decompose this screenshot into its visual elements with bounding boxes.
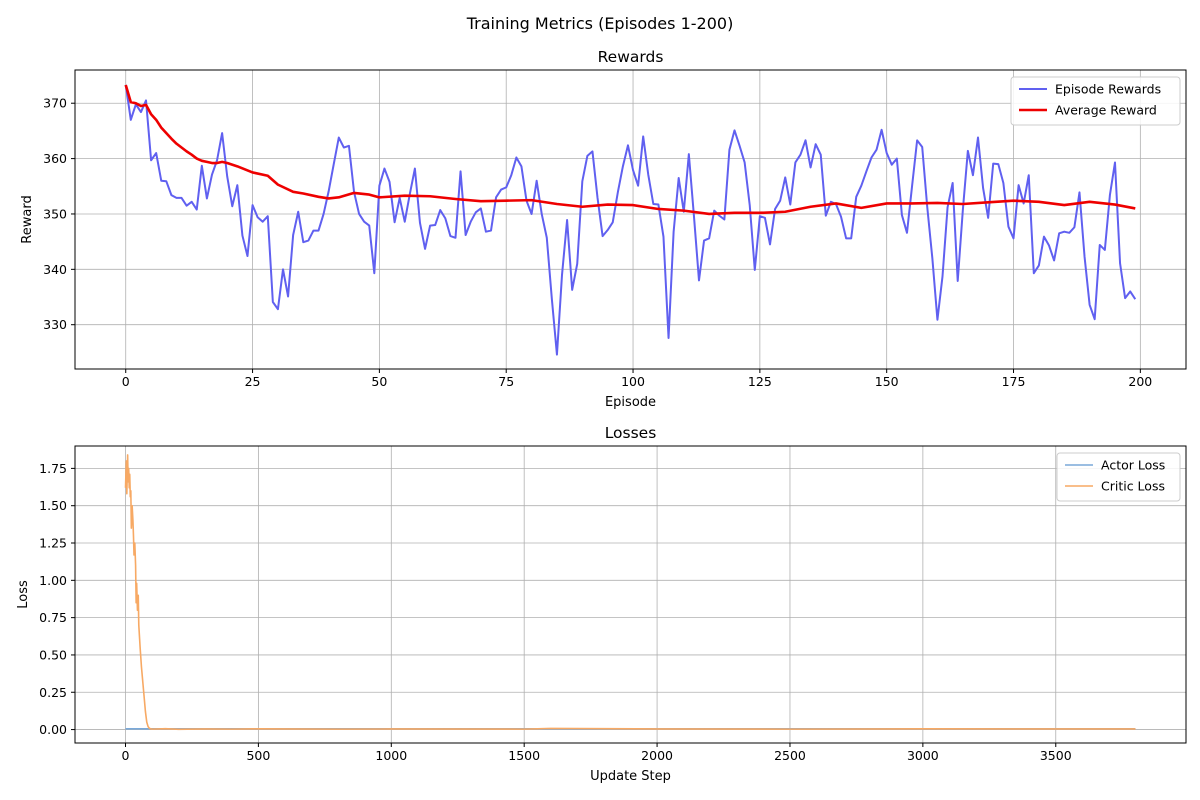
x-tick-label: 3000 (907, 748, 939, 763)
y-tick-label: 370 (43, 96, 67, 111)
legend-label: Critic Loss (1101, 479, 1165, 494)
x-axis-label: Episode (605, 395, 656, 410)
axes-frame (74, 69, 1187, 370)
losses-chart: 0 500 1000 1500 2000 2500 3000 3500 0.00 0.25 0.50… (16, 424, 1187, 784)
x-tick-label: 125 (748, 374, 772, 389)
x-tick-label: 3500 (1040, 748, 1072, 763)
chart-title: Losses (605, 424, 657, 442)
x-tick-label: 2500 (774, 748, 806, 763)
y-tick-label: 0.00 (39, 722, 67, 737)
y-tick-label: 330 (43, 317, 67, 332)
y-tick-label: 0.75 (39, 610, 67, 625)
series-line-episode-rewards (124, 84, 1137, 356)
legend-box (1010, 76, 1181, 126)
y-tick-label: 340 (43, 262, 67, 277)
y-tick-label: 1.75 (39, 461, 67, 476)
x-tick-label: 1500 (508, 748, 540, 763)
x-axis-label: Update Step (590, 769, 671, 784)
x-tick-label: 100 (621, 374, 645, 389)
x-tick-label: 25 (245, 374, 261, 389)
legend-label: Episode Rewards (1055, 82, 1161, 97)
y-tick-label: 0.50 (39, 647, 67, 662)
figure-suptitle: Training Metrics (Episodes 1-200) (466, 14, 734, 33)
y-axis-label: Loss (16, 580, 31, 609)
x-tick-label: 50 (371, 374, 387, 389)
x-tick-label: 0 (122, 374, 130, 389)
x-tick-label: 75 (498, 374, 514, 389)
y-tick-label: 350 (43, 206, 67, 221)
legend: Episode Rewards Average Reward (1010, 76, 1181, 126)
y-tick-label: 360 (43, 151, 67, 166)
legend-label: Average Reward (1055, 103, 1157, 118)
x-tick-label: 150 (875, 374, 899, 389)
x-tick-label: 500 (246, 748, 270, 763)
x-tick-label: 175 (1002, 374, 1026, 389)
y-tick-label: 1.50 (39, 498, 67, 513)
y-tick-label: 1.00 (39, 573, 67, 588)
rewards-chart: 0 25 50 75 100 125 150 175 200 330 340 350 360 370 Rew… (20, 48, 1187, 410)
series-line-average-reward (124, 84, 1136, 216)
chart-title: Rewards (598, 48, 664, 66)
x-tick-label: 200 (1128, 374, 1152, 389)
y-tick-label: 0.25 (39, 685, 67, 700)
legend-label: Actor Loss (1101, 458, 1165, 473)
x-tick-label: 2000 (641, 748, 673, 763)
legend: Actor Loss Critic Loss (1056, 452, 1181, 502)
y-axis-label: Reward (20, 195, 35, 243)
x-tick-label: 1000 (375, 748, 407, 763)
series-line-critic-loss (124, 454, 1136, 731)
axes-frame (74, 445, 1187, 744)
y-tick-label: 1.25 (39, 536, 67, 551)
x-tick-label: 0 (122, 748, 130, 763)
